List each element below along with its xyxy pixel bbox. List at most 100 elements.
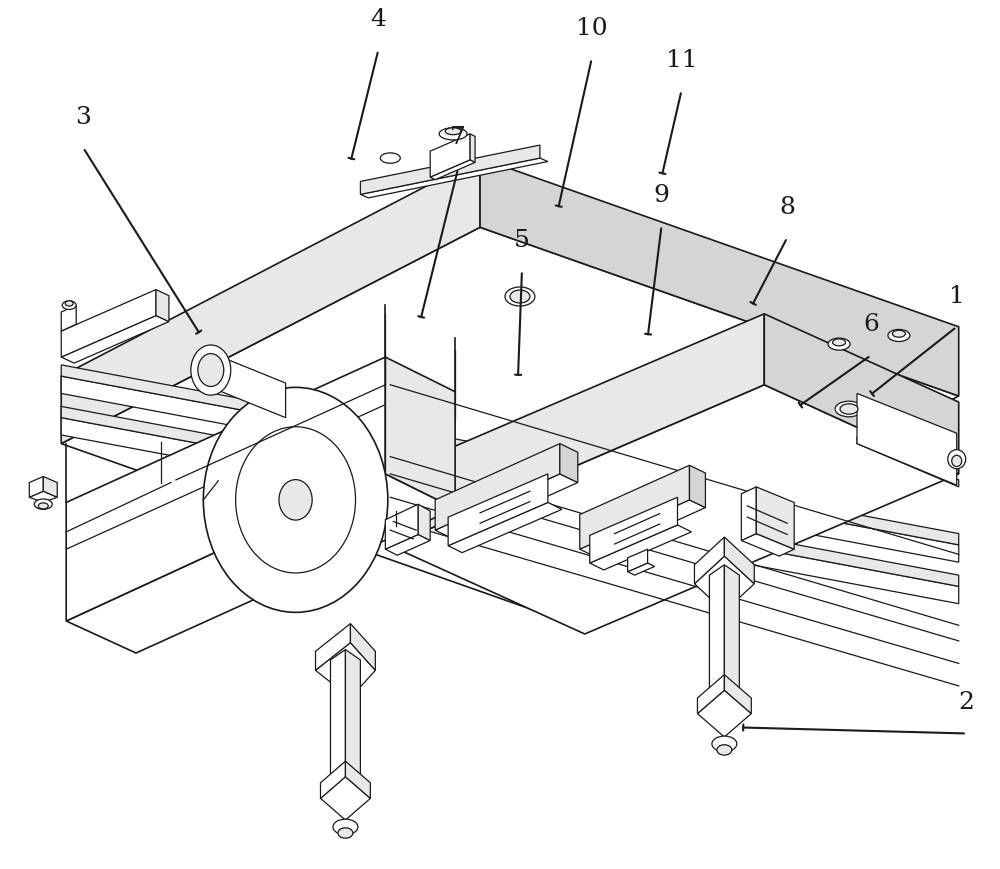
Polygon shape — [61, 315, 169, 363]
Polygon shape — [697, 674, 724, 713]
Polygon shape — [61, 228, 959, 613]
Ellipse shape — [888, 329, 910, 342]
Ellipse shape — [840, 404, 858, 415]
Polygon shape — [66, 357, 385, 621]
Text: 3: 3 — [75, 106, 91, 129]
Polygon shape — [430, 160, 475, 180]
Ellipse shape — [717, 745, 732, 755]
Polygon shape — [724, 565, 739, 709]
Polygon shape — [61, 407, 959, 587]
Ellipse shape — [333, 819, 358, 835]
Text: 1: 1 — [949, 285, 965, 308]
Polygon shape — [316, 624, 350, 670]
Polygon shape — [61, 418, 959, 604]
Polygon shape — [61, 376, 959, 562]
Ellipse shape — [338, 828, 353, 839]
Polygon shape — [211, 353, 286, 418]
Polygon shape — [435, 474, 578, 539]
Ellipse shape — [65, 301, 73, 306]
Ellipse shape — [198, 354, 224, 387]
Polygon shape — [320, 777, 370, 820]
Polygon shape — [385, 357, 455, 508]
Polygon shape — [689, 465, 705, 507]
Ellipse shape — [712, 736, 737, 752]
Polygon shape — [470, 134, 475, 163]
Polygon shape — [756, 487, 794, 549]
Polygon shape — [330, 649, 345, 794]
Text: 8: 8 — [779, 196, 795, 219]
Polygon shape — [694, 556, 754, 612]
Polygon shape — [66, 474, 455, 653]
Polygon shape — [61, 158, 480, 443]
Ellipse shape — [279, 480, 312, 521]
Polygon shape — [418, 504, 430, 541]
Polygon shape — [435, 443, 560, 530]
Polygon shape — [385, 534, 430, 555]
Ellipse shape — [34, 499, 52, 509]
Polygon shape — [448, 502, 562, 553]
Polygon shape — [724, 674, 751, 713]
Polygon shape — [741, 534, 794, 556]
Ellipse shape — [835, 401, 863, 417]
Polygon shape — [316, 643, 375, 698]
Polygon shape — [360, 145, 540, 195]
Polygon shape — [580, 465, 689, 549]
Polygon shape — [724, 537, 754, 584]
Ellipse shape — [439, 128, 467, 140]
Polygon shape — [694, 537, 724, 584]
Text: 10: 10 — [576, 17, 608, 39]
Ellipse shape — [191, 345, 231, 395]
Ellipse shape — [892, 330, 905, 337]
Polygon shape — [156, 289, 169, 322]
Polygon shape — [385, 504, 418, 549]
Polygon shape — [560, 443, 578, 482]
Ellipse shape — [236, 427, 356, 573]
Polygon shape — [590, 497, 678, 563]
Polygon shape — [741, 487, 756, 541]
Polygon shape — [590, 525, 691, 570]
Polygon shape — [345, 649, 360, 794]
Polygon shape — [330, 784, 360, 805]
Text: 9: 9 — [654, 183, 669, 207]
Text: 6: 6 — [863, 314, 879, 336]
Polygon shape — [480, 158, 959, 396]
Ellipse shape — [203, 388, 388, 613]
Ellipse shape — [445, 128, 461, 135]
Polygon shape — [61, 305, 76, 331]
Text: 2: 2 — [959, 692, 975, 714]
Ellipse shape — [38, 503, 48, 509]
Polygon shape — [709, 565, 724, 709]
Polygon shape — [43, 476, 57, 497]
Text: 5: 5 — [514, 229, 530, 251]
Ellipse shape — [505, 287, 535, 306]
Polygon shape — [390, 385, 959, 634]
Ellipse shape — [833, 339, 846, 346]
Polygon shape — [764, 314, 959, 474]
Polygon shape — [709, 699, 739, 720]
Text: 4: 4 — [370, 8, 386, 31]
Polygon shape — [320, 761, 345, 799]
Polygon shape — [857, 394, 957, 485]
Ellipse shape — [380, 153, 400, 163]
Ellipse shape — [948, 449, 966, 468]
Polygon shape — [345, 761, 370, 799]
Polygon shape — [61, 289, 156, 357]
Polygon shape — [360, 158, 548, 198]
Polygon shape — [29, 476, 43, 497]
Polygon shape — [448, 474, 548, 546]
Text: 11: 11 — [666, 49, 697, 71]
Polygon shape — [430, 134, 470, 177]
Polygon shape — [61, 365, 959, 545]
Polygon shape — [857, 437, 959, 487]
Ellipse shape — [510, 290, 530, 303]
Polygon shape — [628, 563, 655, 575]
Polygon shape — [29, 491, 57, 502]
Ellipse shape — [62, 301, 76, 309]
Polygon shape — [628, 549, 648, 572]
Polygon shape — [390, 314, 764, 546]
Polygon shape — [697, 690, 751, 737]
Ellipse shape — [952, 455, 962, 467]
Polygon shape — [580, 500, 705, 557]
Text: 7: 7 — [450, 126, 466, 149]
Polygon shape — [350, 624, 375, 670]
